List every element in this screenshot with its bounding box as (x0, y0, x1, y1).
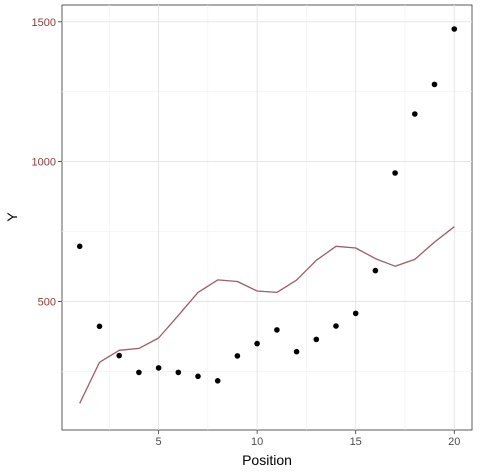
data-point (372, 267, 379, 274)
data-point (313, 336, 320, 343)
y-tick-label: 1500 (32, 17, 56, 29)
data-point (254, 340, 260, 347)
data-point (431, 81, 438, 88)
x-tick-label: 5 (156, 436, 162, 448)
x-tick-label: 15 (350, 436, 362, 448)
y-tick-label: 500 (38, 296, 56, 308)
axes: 5 10 15 20 500 1000 1500 (32, 17, 461, 448)
data-point (352, 310, 359, 317)
grid-lines (62, 5, 472, 430)
data-point (214, 378, 221, 384)
data-point (96, 323, 103, 330)
data-point (136, 369, 142, 376)
scatter-series (76, 26, 458, 384)
y-axis-title: Y (4, 212, 20, 222)
data-point (293, 348, 300, 355)
data-point (116, 352, 122, 359)
y-tick-label: 1000 (32, 157, 56, 169)
data-point (274, 327, 280, 333)
data-point (412, 111, 418, 117)
x-tick-label: 10 (251, 436, 263, 448)
data-point (392, 170, 398, 176)
data-point (234, 353, 241, 359)
data-point (333, 323, 339, 329)
data-point (76, 243, 83, 250)
data-point (451, 26, 458, 32)
x-tick-label: 20 (448, 436, 460, 448)
data-point (155, 365, 162, 371)
data-point (195, 373, 201, 380)
data-point (175, 369, 182, 376)
plot-panel (61, 4, 473, 431)
trend-line (79, 226, 455, 404)
line-series (79, 226, 455, 404)
x-axis-title: Position (242, 452, 292, 468)
